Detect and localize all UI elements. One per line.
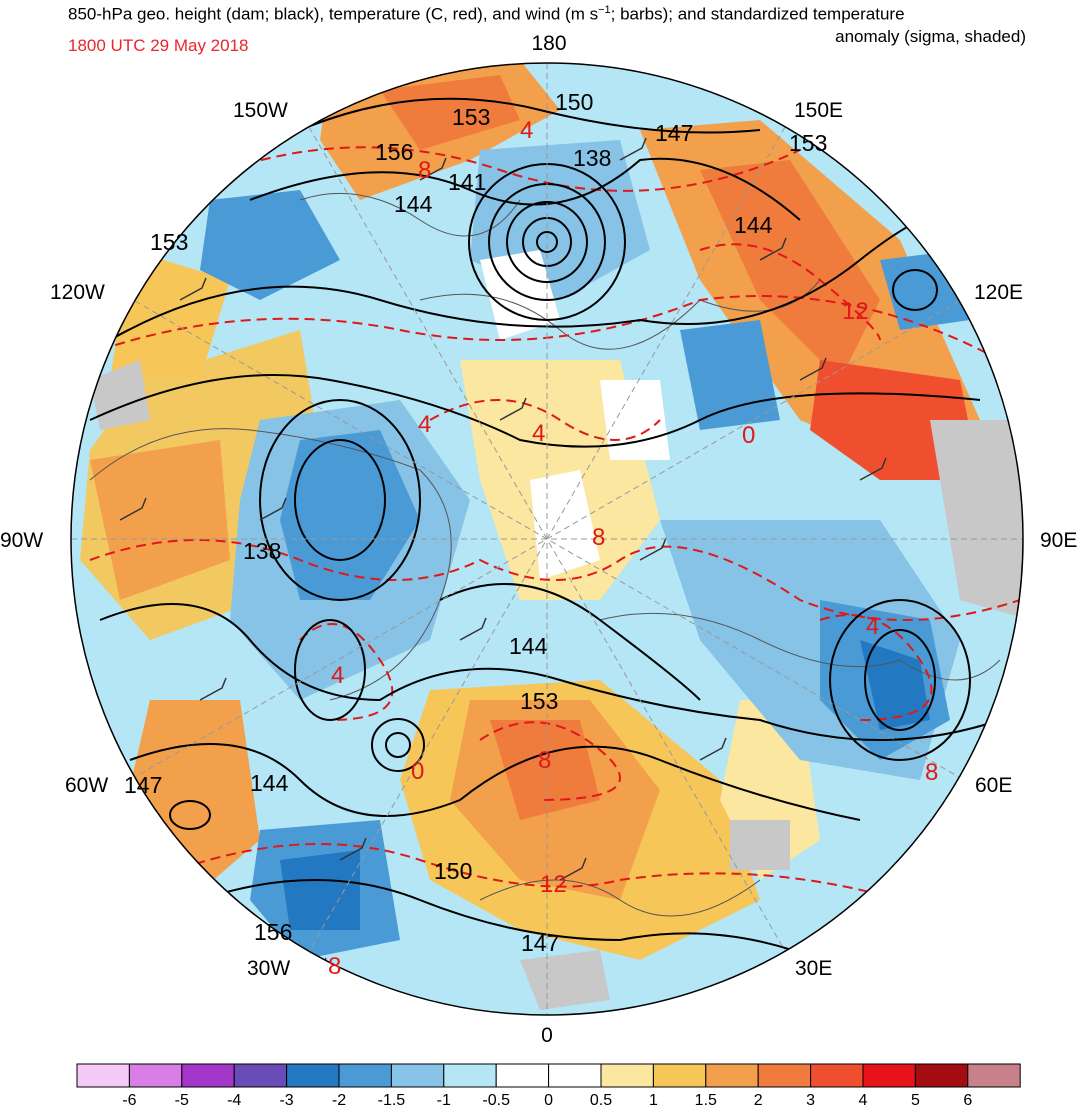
height-label: 156 (254, 919, 292, 945)
colorbar-tick-label: -0.5 (482, 1092, 510, 1108)
polar-map: 180 150E 120E 90E 60E 30E 0 30W 60W 90W … (0, 32, 1077, 1047)
temperature-label: 4 (418, 411, 431, 438)
colorbar-tick-label: 1.5 (695, 1092, 717, 1108)
temperature-label: 4 (532, 420, 545, 447)
colorbar-tick-label: -2 (332, 1092, 346, 1108)
colorbar-tick-label: -6 (122, 1092, 136, 1108)
colorbar-tick-label: -1.5 (378, 1092, 406, 1108)
map-field (71, 63, 1023, 1015)
lon-label-60w: 60W (65, 774, 108, 797)
colorbar-tick-label: 6 (963, 1092, 972, 1108)
colorbar-bin (128, 1063, 183, 1088)
colorbar-tick-label: -1 (437, 1092, 451, 1108)
colorbar-tick-label: -4 (227, 1092, 241, 1108)
height-label: 144 (734, 212, 773, 238)
map-title-line2: anomaly (sigma, shaded) (835, 27, 1026, 46)
height-label: 138 (573, 145, 611, 171)
colorbar-bin (76, 1063, 130, 1088)
colorbar-tick-label: 0.5 (590, 1092, 612, 1108)
temperature-label: 8 (418, 157, 431, 184)
colorbar-bin (967, 1063, 1021, 1088)
valid-time: 1800 UTC 29 May 2018 (68, 36, 249, 55)
colorbar-bin (914, 1063, 969, 1088)
height-label: 153 (150, 229, 188, 255)
height-label: 147 (124, 772, 162, 798)
height-label: 147 (521, 930, 559, 956)
temperature-label: 4 (331, 662, 344, 689)
lon-label-0: 0 (541, 1024, 553, 1047)
colorbar-tick-label: 3 (806, 1092, 815, 1108)
colorbar-bin (390, 1063, 445, 1088)
colorbar-bin (652, 1063, 707, 1088)
height-label: 150 (434, 858, 472, 884)
colorbar: -6 -5 -4 -3 -2 -1.5 -1 -0.5 0 0.5 1 1.5 2 3 4 5 6 (76, 1063, 1021, 1108)
colorbar-tick-label: 1 (649, 1092, 658, 1108)
colorbar-tick-label: 5 (911, 1092, 920, 1108)
title-superscript: −1 (598, 4, 611, 16)
temperature-label: 4 (866, 613, 879, 640)
title-tail: ; barbs); and standardized temperature (610, 4, 905, 24)
colorbar-bin (286, 1063, 340, 1088)
temperature-label: 8 (538, 747, 551, 774)
height-label: 144 (394, 191, 433, 217)
colorbar-bin (757, 1063, 812, 1088)
temperature-label: 4 (520, 117, 533, 144)
temperature-label: 8 (592, 524, 605, 551)
colorbar-bins (76, 1063, 1021, 1088)
colorbar-bin (548, 1063, 602, 1088)
height-label: 147 (655, 120, 693, 146)
map-title: 850-hPa geo. height (dam; black), temper… (68, 4, 905, 25)
lon-label-90e: 90E (1040, 529, 1077, 552)
temperature-label: 12 (842, 298, 869, 325)
temperature-label: 12 (540, 871, 567, 898)
lon-label-150w: 150W (233, 99, 288, 122)
lon-label-60e: 60E (975, 774, 1012, 797)
colorbar-tick-label: 2 (754, 1092, 763, 1108)
temperature-label: 8 (328, 953, 341, 980)
colorbar-bin (600, 1063, 654, 1088)
colorbar-bin (443, 1063, 497, 1088)
temperature-label: 0 (411, 758, 424, 785)
lon-label-120w: 120W (50, 281, 105, 304)
colorbar-bin (338, 1063, 392, 1088)
height-label: 153 (520, 688, 558, 714)
temperature-label: 0 (742, 422, 755, 449)
colorbar-bin (233, 1063, 288, 1088)
colorbar-bin (181, 1063, 235, 1088)
lon-label-150e: 150E (794, 99, 843, 122)
colorbar-bin (810, 1063, 864, 1088)
lon-label-120e: 120E (974, 281, 1023, 304)
colorbar-ticks: -6 -5 -4 -3 -2 -1.5 -1 -0.5 0 0.5 1 1.5 2 3 4 5 6 (122, 1092, 972, 1108)
height-label: 153 (789, 130, 827, 156)
colorbar-tick-label: 0 (544, 1092, 553, 1108)
height-label: 141 (448, 169, 486, 195)
colorbar-tick-label: 4 (859, 1092, 868, 1108)
height-label: 153 (452, 104, 490, 130)
colorbar-tick-label: -5 (175, 1092, 189, 1108)
map-boundary (70, 62, 1024, 1016)
height-label: 144 (250, 770, 289, 796)
lon-label-90w: 90W (0, 529, 43, 552)
colorbar-bin (705, 1063, 759, 1088)
colorbar-bin (862, 1063, 916, 1088)
height-label: 156 (375, 139, 413, 165)
height-label: 150 (555, 89, 593, 115)
colorbar-tick-label: -3 (279, 1092, 293, 1108)
height-label: 138 (243, 538, 281, 564)
lon-label-30e: 30E (795, 957, 832, 980)
colorbar-bin (495, 1063, 550, 1088)
temperature-label: 8 (925, 759, 938, 786)
height-label: 144 (509, 633, 548, 659)
lon-label-30w: 30W (247, 957, 290, 980)
title-main: 850-hPa geo. height (dam; black), temper… (68, 4, 599, 24)
lon-label-180: 180 (531, 32, 566, 55)
